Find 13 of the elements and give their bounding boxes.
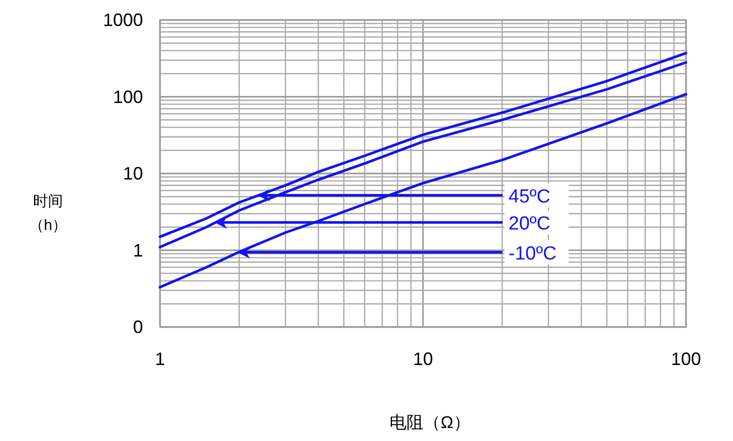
annotation: -10ºC xyxy=(508,243,557,264)
y-tick-label: 10 xyxy=(122,164,143,184)
x-tick-label: 100 xyxy=(670,349,702,369)
x-tick-label: 1 xyxy=(154,349,166,369)
x-tick-label: 10 xyxy=(412,349,434,369)
annotation: 45ºC xyxy=(508,186,550,208)
y-tick-label: 1 xyxy=(132,240,143,260)
annotation: 20ºC xyxy=(508,213,550,234)
y-tick-label: 0 xyxy=(132,317,143,337)
y-tick-label: 100 xyxy=(112,86,143,107)
x-axis-title: 电阻（Ω） xyxy=(390,413,470,432)
y-axis-title: 时间（h） xyxy=(28,193,68,234)
y-tick-label: 1000 xyxy=(102,10,143,30)
